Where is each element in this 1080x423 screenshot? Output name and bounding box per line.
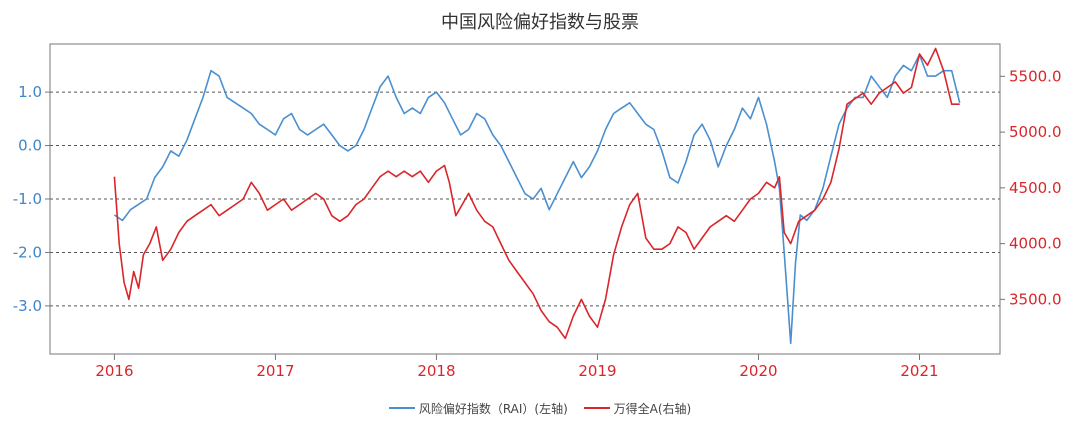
- x-tick-label: 2019: [578, 362, 616, 380]
- left-tick-label: -3.0: [13, 297, 42, 315]
- left-tick-label: -1.0: [13, 190, 42, 208]
- series-line-rai: [113, 53, 961, 345]
- left-tick-label: 1.0: [18, 83, 42, 101]
- left-axis: 1.0 0.0 -1.0 -2.0 -3.0: [13, 83, 50, 315]
- legend-label-rai: 风险偏好指数（RAI）(左轴): [418, 401, 568, 416]
- right-tick-label: 3500.0: [1009, 290, 1062, 308]
- gridlines: [50, 91, 1000, 307]
- legend-item-rai: 风险偏好指数（RAI）(左轴): [388, 400, 568, 417]
- x-tick-label: 2016: [95, 362, 133, 380]
- left-tick-label: 0.0: [18, 137, 42, 155]
- left-tick-label: -2.0: [13, 243, 42, 261]
- x-tick-label: 2021: [900, 362, 938, 380]
- series-line-wind-a: [113, 47, 960, 340]
- x-axis: 2016 2017 2018 2019 2020 2021: [95, 354, 939, 380]
- chart-title: 中国风险偏好指数与股票: [441, 12, 639, 33]
- x-tick-label: 2020: [739, 362, 777, 380]
- legend-label-wind-a: 万得全A(右轴): [613, 401, 692, 416]
- legend-item-wind-a: 万得全A(右轴): [583, 400, 692, 417]
- legend-swatch-rai: [388, 407, 415, 409]
- series-lines: [113, 47, 961, 345]
- legend-swatch-wind-a: [583, 407, 610, 409]
- x-tick-label: 2017: [256, 362, 294, 380]
- right-axis: 5500.0 5000.0 4500.0 4000.0 3500.0: [1000, 67, 1062, 308]
- right-tick-label: 4000.0: [1009, 235, 1062, 253]
- x-tick-label: 2018: [417, 362, 455, 380]
- right-tick-label: 4500.0: [1009, 179, 1062, 197]
- right-tick-label: 5000.0: [1009, 123, 1062, 141]
- right-tick-label: 5500.0: [1009, 67, 1062, 85]
- legend: 风险偏好指数（RAI）(左轴) 万得全A(右轴): [0, 398, 1080, 417]
